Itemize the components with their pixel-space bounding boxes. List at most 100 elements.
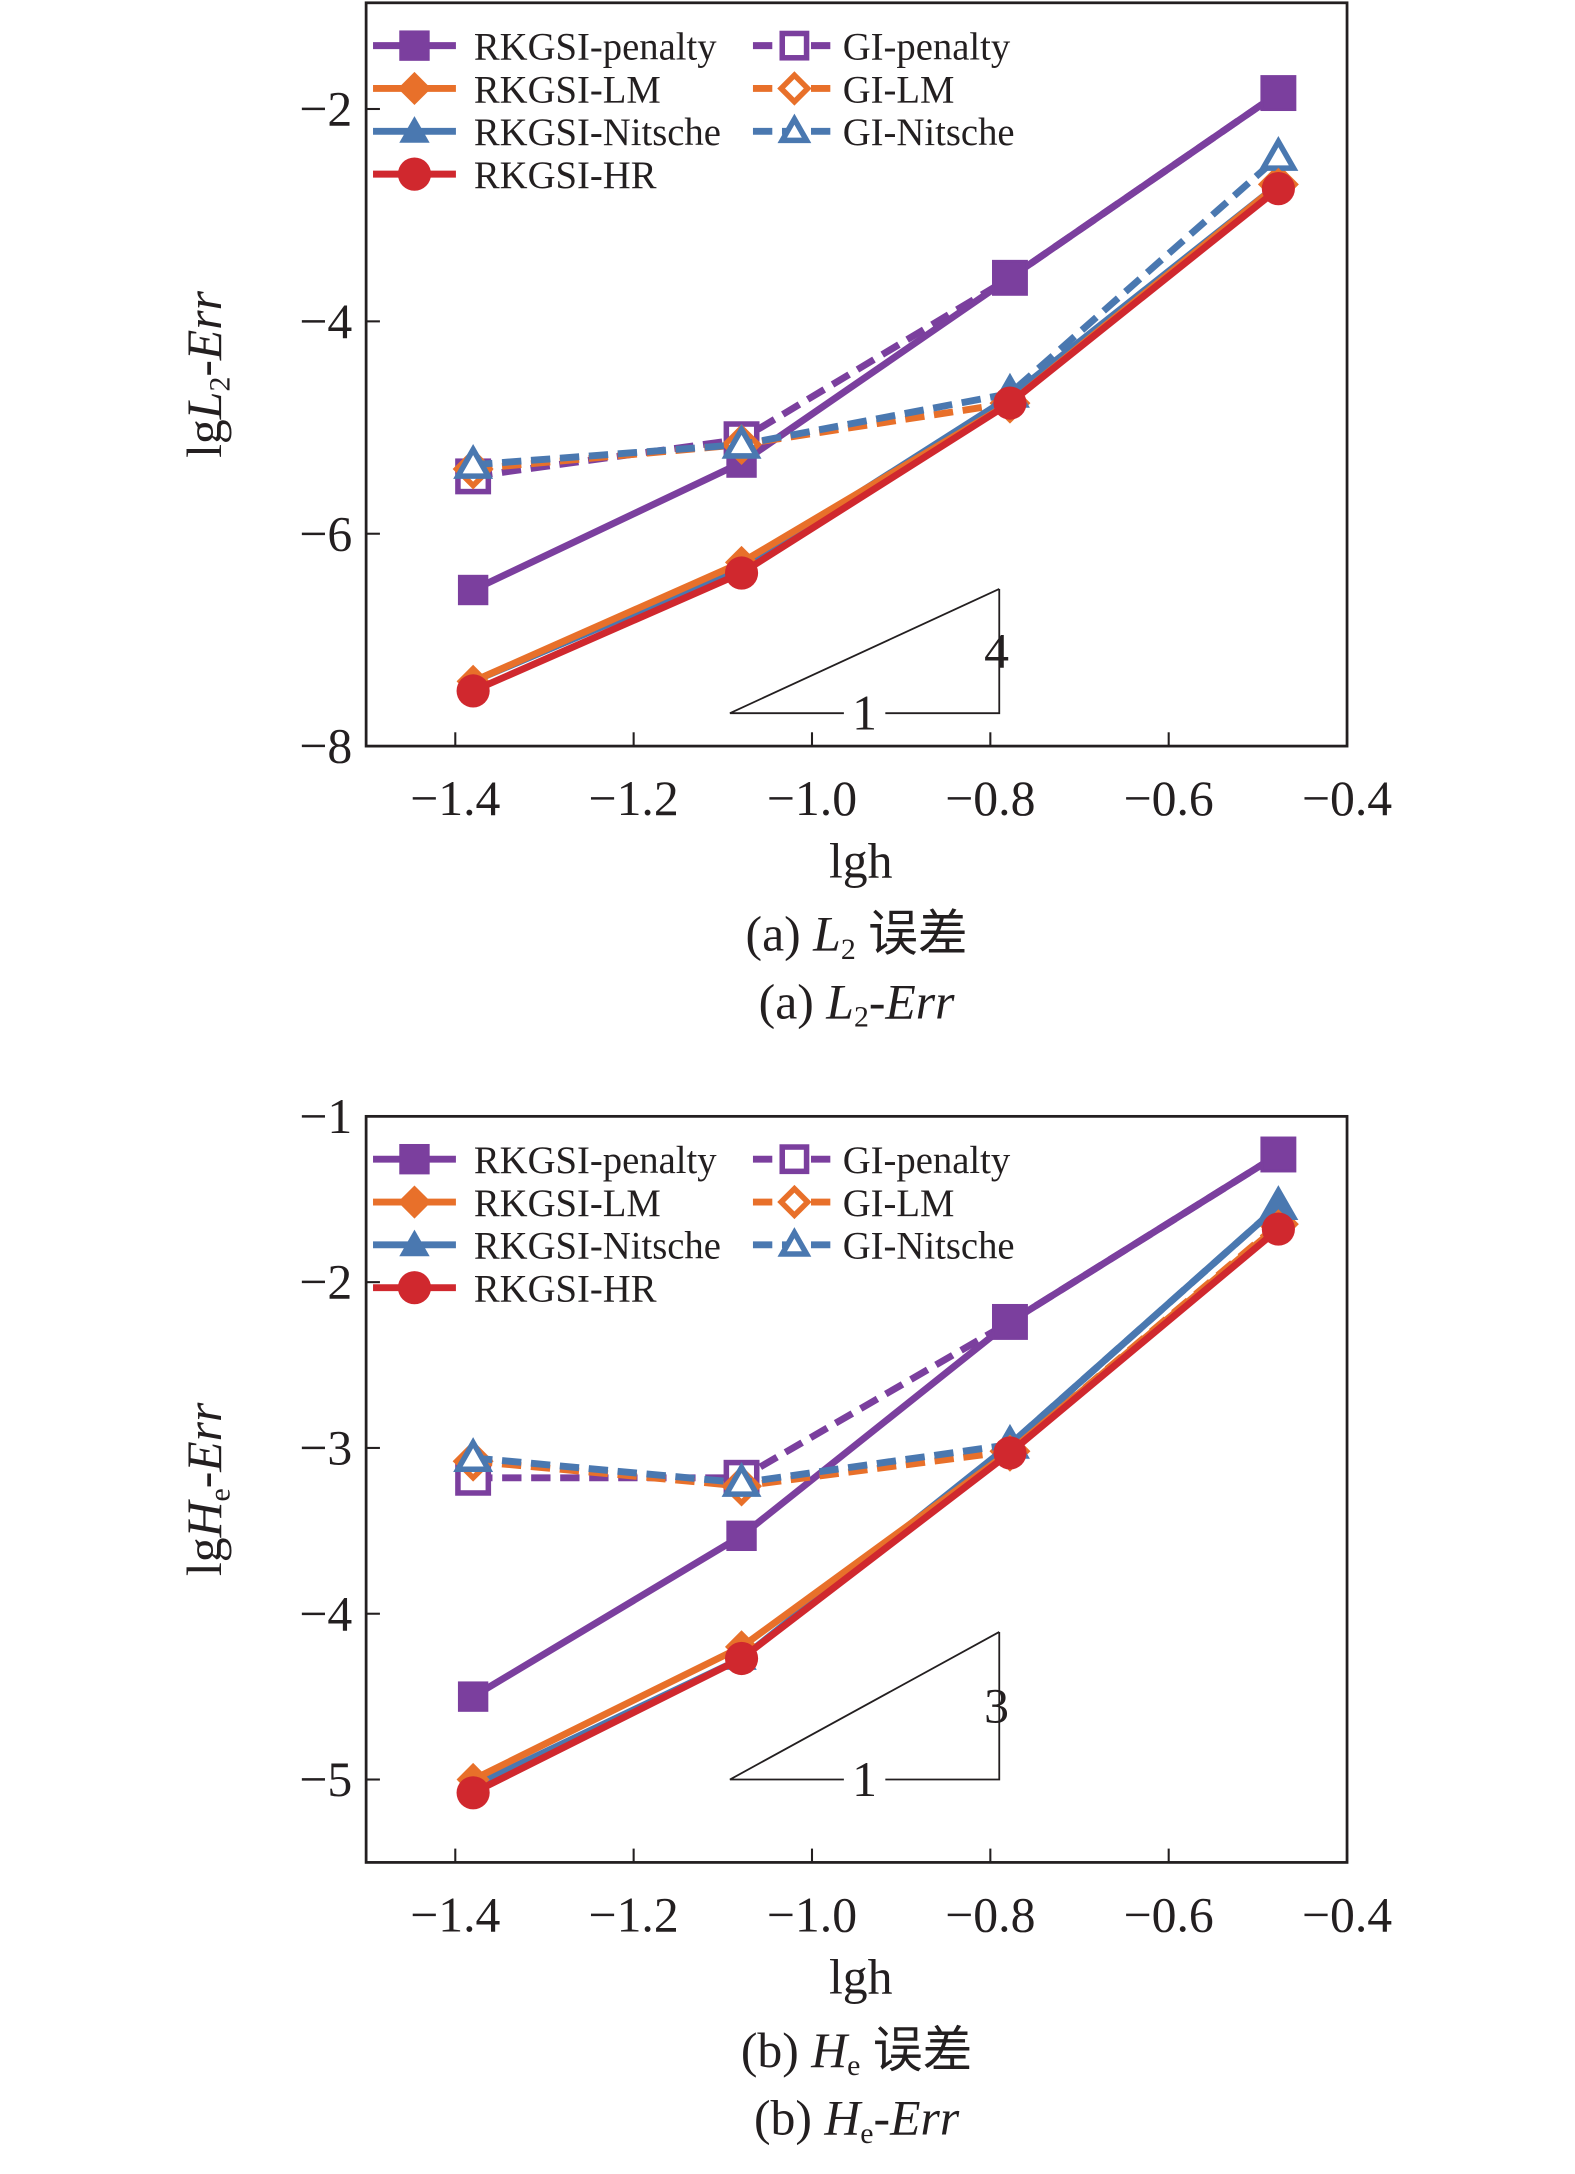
slope-triangle-legs <box>885 1631 1001 1781</box>
legend-item: RKGSI-Nitsche <box>373 1226 721 1268</box>
x-tick-label: −1.4 <box>410 771 500 826</box>
legend-marker-circle-icon <box>397 1271 432 1305</box>
legend-label: GI-penalty <box>843 1140 1011 1182</box>
data-point <box>1261 1212 1295 1246</box>
x-tick-label: −0.4 <box>1302 771 1392 826</box>
y-axis-label-suffix: -Err <box>177 290 232 376</box>
x-tick-label: −1.2 <box>589 771 679 826</box>
legend-item: GI-penalty <box>752 1140 1011 1182</box>
x-tick-label: −1.4 <box>410 1887 500 1942</box>
data-point <box>724 1641 759 1676</box>
data-point <box>993 1436 1027 1470</box>
slope-triangle-hypotenuse <box>729 1631 1000 1781</box>
caption-cn-suffix: 误差 <box>856 907 968 962</box>
legend-marker-triangle-icon <box>399 116 430 143</box>
caption-cn-sub: e <box>847 2049 860 2082</box>
slope-triangle-hypotenuse <box>729 588 1000 715</box>
caption-cn-var: H <box>810 2023 850 2078</box>
y-axis-label-prefix: lg <box>177 419 232 458</box>
series-gi-lm <box>452 163 1299 490</box>
y-tick-label: −8 <box>299 719 352 774</box>
y-axis-label: lgL2-Err <box>177 290 236 458</box>
caption-cn-sub: 2 <box>841 933 856 966</box>
caption-cn: (a) L2 误差 <box>746 907 968 966</box>
caption-en: (a) L2-Err <box>759 974 955 1033</box>
legend: RKGSI-penaltyRKGSI-LMRKGSI-NitscheRKGSI-… <box>373 26 1015 197</box>
caption-en-suffix: -Err <box>869 974 955 1029</box>
slope-triangle-legs <box>885 588 1001 715</box>
x-tick-label: −0.6 <box>1124 771 1214 826</box>
data-point <box>724 556 759 590</box>
y-tick-label: −5 <box>299 1752 352 1807</box>
y-axis-label-prefix: lg <box>177 1537 232 1576</box>
y-tick-label: −4 <box>299 294 352 349</box>
y-tick-label: −4 <box>299 1586 352 1641</box>
x-tick-label: −1.0 <box>767 771 857 826</box>
series-rkgsi-hr <box>456 172 1295 708</box>
y-tick-label: −3 <box>299 1421 352 1476</box>
x-tick-label: −0.4 <box>1302 1887 1392 1942</box>
data-point <box>456 1776 490 1810</box>
y-axis-label-sub: e <box>203 1488 236 1501</box>
legend-item: GI-penalty <box>752 26 1011 68</box>
caption-cn-prefix: (a) <box>746 907 814 962</box>
legend-item: GI-Nitsche <box>752 1226 1015 1268</box>
series-rkgsi-hr <box>456 1212 1295 1810</box>
y-tick-label: −2 <box>299 82 352 137</box>
legend-marker-diamond-icon <box>397 71 432 106</box>
legend-item: RKGSI-LM <box>373 69 661 111</box>
data-point <box>456 674 490 708</box>
legend-marker-triangle-icon <box>777 1227 812 1257</box>
caption-cn-prefix: (b) <box>741 2023 811 2078</box>
series-rkgsi-penalty <box>457 77 1294 606</box>
legend-label: RKGSI-HR <box>474 155 657 197</box>
series-rkgsi-lm <box>456 167 1295 698</box>
legend-marker-square-icon <box>779 1144 810 1175</box>
data-point <box>721 1461 762 1497</box>
legend-item: RKGSI-HR <box>373 1268 657 1310</box>
slope-rise-label: 4 <box>984 624 1009 679</box>
series-line <box>471 90 1281 594</box>
legend-marker-diamond-icon <box>777 71 812 106</box>
legend-item: GI-LM <box>752 1183 955 1225</box>
x-axis-label-text: lgh <box>829 833 893 888</box>
legend-item: RKGSI-LM <box>373 1183 661 1225</box>
slope-run-label: 1 <box>852 1752 877 1807</box>
caption-en-sub: e <box>860 2117 873 2150</box>
y-tick-label: −2 <box>299 1255 352 1310</box>
data-point <box>453 1437 494 1473</box>
legend-item: GI-Nitsche <box>752 112 1015 154</box>
legend: RKGSI-penaltyRKGSI-LMRKGSI-NitscheRKGSI-… <box>373 1140 1015 1310</box>
caption-cn-suffix: 误差 <box>860 2023 972 2078</box>
legend-label: GI-Nitsche <box>843 1226 1015 1268</box>
caption-en-prefix: (b) <box>754 2091 824 2146</box>
caption-cn: (b) He 误差 <box>741 2023 972 2082</box>
legend-label: GI-LM <box>843 1183 955 1225</box>
legend-label: RKGSI-HR <box>474 1268 657 1310</box>
y-axis-label-suffix: -Err <box>177 1402 232 1488</box>
x-axis-label: lgh <box>829 833 893 888</box>
legend-label: RKGSI-LM <box>474 69 661 111</box>
x-tick-label: −0.6 <box>1124 1887 1214 1942</box>
legend-label: RKGSI-penalty <box>474 1140 717 1182</box>
data-point <box>1263 77 1294 109</box>
caption-en-prefix: (a) <box>759 974 827 1029</box>
series-line <box>472 1203 1281 1487</box>
y-axis-label: lgHe-Err <box>177 1402 236 1576</box>
series-line <box>471 185 1281 695</box>
data-point <box>726 1520 757 1552</box>
series-line <box>471 1151 1281 1700</box>
chart-a-l2-error: −1.4 −1.2 −1.0 −0.8 −0.6 −0.4−2−4−6−8lghlgL2-… <box>177 1 1392 1034</box>
x-tick-label: −1.2 <box>589 1887 679 1942</box>
data-point <box>1263 1139 1294 1170</box>
legend-item: RKGSI-Nitsche <box>373 112 721 154</box>
legend-marker-square-icon <box>779 30 810 61</box>
legend-marker-triangle-icon <box>399 1229 430 1257</box>
legend-label: RKGSI-Nitsche <box>474 112 721 154</box>
legend-marker-square-icon <box>399 30 430 61</box>
caption-cn-var: L <box>812 907 841 962</box>
legend-marker-square-icon <box>399 1143 430 1175</box>
caption-en: (b) He-Err <box>754 2091 960 2150</box>
slope-rise-label: 3 <box>984 1678 1009 1733</box>
